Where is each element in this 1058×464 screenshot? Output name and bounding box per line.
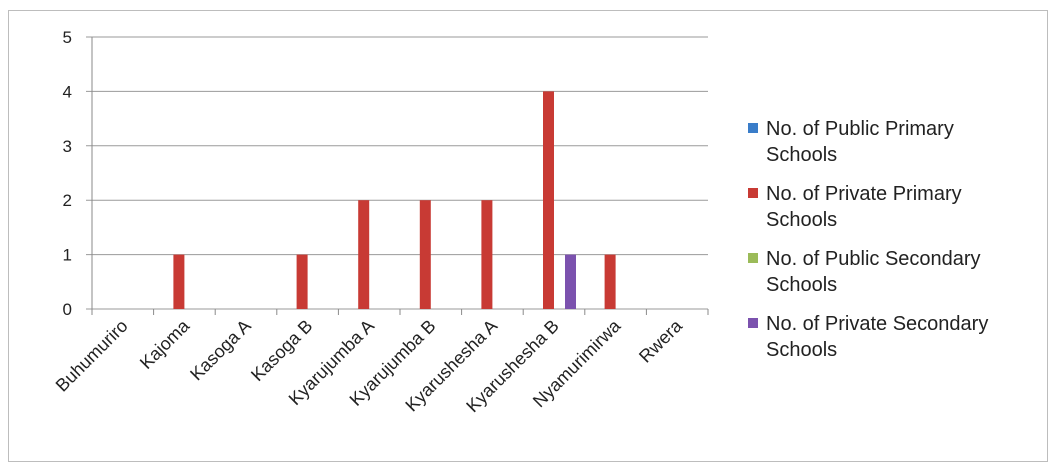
y-tick-label: 0 <box>63 300 72 319</box>
x-category-label: Kasoga A <box>186 316 255 385</box>
x-category-label: Buhumuriro <box>52 316 132 396</box>
legend-swatch-1 <box>748 123 758 133</box>
legend-label-4-line-2: Schools <box>766 339 837 361</box>
y-tick-label: 5 <box>63 28 72 47</box>
y-tick-label: 4 <box>63 82 72 101</box>
x-category-label: Kajoma <box>136 315 194 373</box>
legend-label-3-line-2: Schools <box>766 274 837 296</box>
bar-4-8 <box>565 254 576 309</box>
y-tick-label: 2 <box>63 191 72 210</box>
legend-label-1-line-1: No. of Public Primary <box>766 118 954 140</box>
chart-frame <box>8 10 1048 462</box>
bar-2-5 <box>358 200 370 309</box>
legend-swatch-4 <box>748 318 758 328</box>
legend-label-4-line-1: No. of Private Secondary <box>766 313 988 335</box>
bar-2-9 <box>604 254 616 309</box>
bar-2-8 <box>543 91 554 310</box>
legend-label-1-line-2: Schools <box>766 144 837 166</box>
legend-label-3-line-1: No. of Public Secondary <box>766 248 981 270</box>
y-tick-label: 1 <box>63 246 72 265</box>
legend-swatch-2 <box>748 188 758 198</box>
legend-swatch-3 <box>748 253 758 263</box>
bar-2-7 <box>481 200 493 309</box>
bar-2-2 <box>173 254 185 309</box>
legend-label-2-line-2: Schools <box>766 209 837 231</box>
y-tick-label: 3 <box>63 137 72 156</box>
x-category-label: Rwera <box>635 315 687 367</box>
bar-2-4 <box>296 254 308 309</box>
bar-2-6 <box>419 200 431 309</box>
legend-label-2-line-1: No. of Private Primary <box>766 183 962 205</box>
